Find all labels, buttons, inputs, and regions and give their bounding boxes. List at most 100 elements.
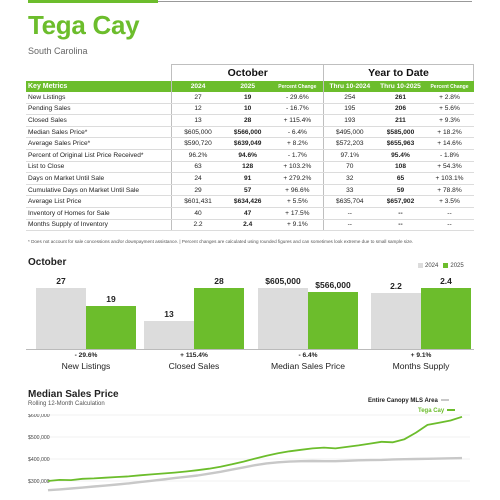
metric-label: Median Sales Price* [26, 126, 172, 139]
metric-label: New Listings [26, 92, 172, 104]
column-header: Thru 10-2024 [323, 81, 376, 92]
bar-value-label: 27 [56, 276, 66, 286]
y-tick-label: $600,000 [28, 414, 50, 419]
metric-value: 96.2% [171, 149, 224, 162]
metric-value: - 29.6% [271, 92, 324, 104]
metric-value: 19 [223, 92, 272, 104]
metric-value: 193 [323, 114, 376, 127]
bar-value-label: 19 [106, 294, 116, 304]
bar-category-label: Months Supply [392, 361, 450, 371]
bar-value-label: 28 [214, 276, 224, 286]
metric-value: -- [323, 219, 376, 232]
metric-label: Percent of Original List Price Received* [26, 149, 172, 162]
msp-chart-subtitle: Rolling 12-Month Calculation [28, 401, 105, 407]
series-line-tega-cay [47, 415, 463, 482]
metric-label: Inventory of Homes for Sale [26, 207, 172, 220]
table-row: Closed Sales 13 28 + 115.4% 193 211 + 9.3% [26, 114, 474, 127]
metric-value: 254 [323, 92, 376, 104]
metric-value: 95.4% [375, 149, 426, 162]
table-row: Average Sales Price* $590,720 $639,049 + 8.… [26, 137, 474, 150]
group-ytd: Year to Date [323, 64, 474, 81]
metric-value: 59 [375, 184, 426, 197]
bar-2024 [144, 321, 194, 350]
metric-label: List to Close [26, 161, 172, 174]
table-row: Median Sales Price* $605,000 $566,000- 6.4… [26, 126, 474, 139]
column-header: Key Metrics [26, 81, 172, 92]
bar-category-label: New Listings [61, 361, 111, 371]
metric-value: $590,720 [171, 137, 224, 150]
metric-value: 195 [323, 103, 376, 116]
table-row: Days on Market Until Sale 24 91 + 279.2% 32 6… [26, 172, 474, 185]
metric-value: 63 [171, 161, 224, 174]
column-header: 2025 [223, 81, 272, 92]
series-line-canopy [47, 456, 463, 492]
y-tick-label: $400,000 [28, 457, 50, 463]
metric-value: 28 [223, 114, 272, 127]
bar-2025 [194, 288, 244, 350]
page-subtitle: South Carolina [28, 46, 88, 56]
table-header: Key Metrics 2024 2025 Percent Change Thru 10… [26, 81, 474, 92]
metric-value: 2.2 [171, 219, 224, 232]
metric-value: + 103.1% [425, 172, 474, 185]
metric-value: 27 [171, 92, 224, 104]
metric-value: - 6.4% [271, 126, 324, 139]
metric-value: + 14.6% [425, 137, 474, 150]
metric-value: 2.4 [223, 219, 272, 232]
legend-2024: 2024 [418, 263, 438, 269]
table-row: Inventory of Homes for Sale 40 47 + 17.5% --… [26, 207, 474, 220]
october-bar-chart: 27 19 13 28 $605,000 $566,000 2.2 2.4 [26, 272, 474, 350]
y-tick-label: $500,000 [28, 435, 50, 441]
bar-value-label: $566,000 [315, 280, 351, 290]
metric-value: 108 [375, 161, 426, 174]
metric-value: 91 [223, 172, 272, 185]
metric-value: 40 [171, 207, 224, 220]
column-header: Percent Change [271, 81, 324, 92]
metric-value: + 9.1% [271, 219, 324, 232]
metric-value: - 1.7% [271, 149, 324, 162]
bar-category-label: Median Sales Price [270, 361, 346, 371]
bar-percent-change: + 115.4% [180, 352, 208, 359]
metric-value: 24 [171, 172, 224, 185]
metric-value: 70 [323, 161, 376, 174]
metric-value: $657,902 [375, 195, 426, 208]
metric-value: -- [375, 207, 426, 220]
metric-value: + 17.5% [271, 207, 324, 220]
bar-value-label: $605,000 [265, 276, 301, 286]
msp-chart-title: Median Sales Price [28, 389, 119, 400]
metric-label: Months Supply of Inventory [26, 219, 172, 232]
table-footnote: * Does not account for sale concessions … [28, 239, 414, 244]
metric-label: Average Sales Price* [26, 137, 172, 150]
metric-value: $639,049 [223, 137, 272, 150]
table-row: Cumulative Days on Market Until Sale 29 57… [26, 184, 474, 197]
metric-value: + 8.2% [271, 137, 324, 150]
bar-value-label: 2.2 [390, 281, 402, 291]
bar-percent-change: - 6.4% [298, 352, 318, 359]
metric-value: 206 [375, 103, 426, 116]
metric-value: 94.6% [223, 149, 272, 162]
metric-value: + 5.5% [271, 195, 324, 208]
bar-2025 [421, 288, 471, 350]
metric-value: $605,000 [171, 126, 224, 139]
table-row: List to Close 63 128 + 103.2% 70 108 + 54.3% [26, 161, 474, 174]
metric-value: + 18.2% [425, 126, 474, 139]
metric-value: 12 [171, 103, 224, 116]
metric-value: $585,000 [375, 126, 426, 139]
metric-value: + 78.8% [425, 184, 474, 197]
metric-value: 128 [223, 161, 272, 174]
metric-value: 13 [171, 114, 224, 127]
bar-percent-change: + 9.1% [410, 352, 432, 359]
metric-label: Average List Price [26, 195, 172, 208]
legend-2025: 2025 [443, 263, 464, 269]
metric-value: + 103.2% [271, 161, 324, 174]
metric-value: $572,203 [323, 137, 376, 150]
metric-value: + 279.2% [271, 172, 324, 185]
metric-value: 33 [323, 184, 376, 197]
metric-value: + 2.8% [425, 92, 474, 104]
metric-value: -- [323, 207, 376, 220]
metric-value: -- [375, 219, 426, 232]
bar-2025 [308, 292, 358, 350]
metric-value: - 1.8% [425, 149, 474, 162]
median-sales-price-chart: $600,000 $500,000 $400,000 $300,000 [28, 414, 470, 492]
table-row: Percent of Original List Price Received*… [26, 149, 474, 162]
metric-value: + 115.4% [271, 114, 324, 127]
